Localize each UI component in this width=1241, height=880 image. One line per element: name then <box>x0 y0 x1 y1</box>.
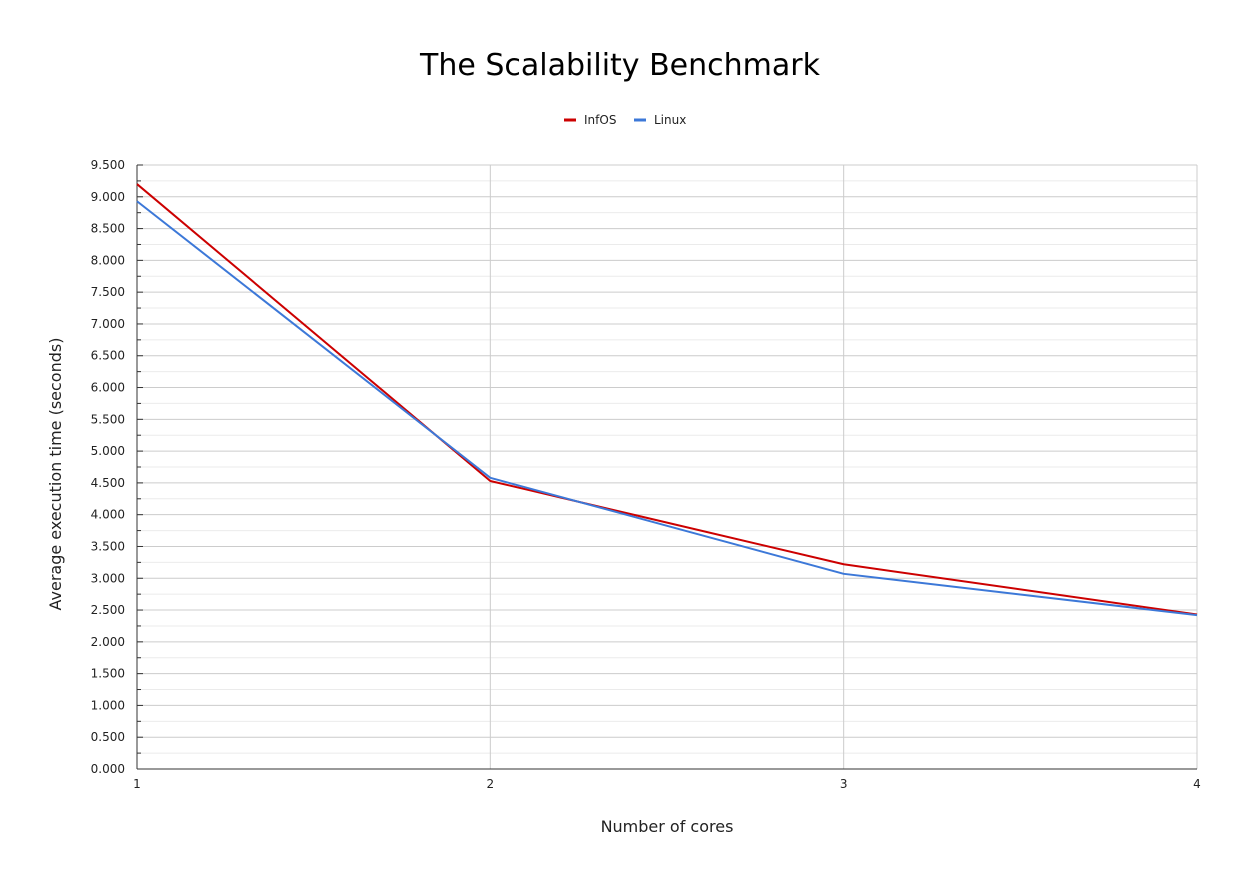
y-tick-label: 1.000 <box>91 698 125 712</box>
y-tick-label: 5.500 <box>91 412 125 426</box>
y-tick-label: 8.000 <box>91 253 125 267</box>
x-tick-label: 1 <box>133 777 141 791</box>
legend: InfOS Linux <box>564 113 686 127</box>
y-tick-label: 3.000 <box>91 571 125 585</box>
x-tick-label: 2 <box>487 777 495 791</box>
legend-label-linux: Linux <box>654 113 686 127</box>
y-tick-label: 2.000 <box>91 635 125 649</box>
y-tick-label: 8.500 <box>91 222 125 236</box>
chart-title: The Scalability Benchmark <box>419 48 821 83</box>
x-tick-label: 4 <box>1193 777 1201 791</box>
y-tick-label: 9.500 <box>91 158 125 172</box>
x-tick-label: 3 <box>840 777 848 791</box>
y-tick-label: 6.500 <box>91 349 125 363</box>
y-tick-label: 7.000 <box>91 317 125 331</box>
y-tick-label: 3.500 <box>91 539 125 553</box>
y-tick-label: 0.000 <box>91 762 125 776</box>
grid <box>136 164 1198 770</box>
y-tick-label: 5.000 <box>91 444 125 458</box>
y-tick-label: 4.500 <box>91 476 125 490</box>
axes <box>136 164 1197 770</box>
legend-label-infos: InfOS <box>584 113 616 127</box>
y-tick-label: 7.500 <box>91 285 125 299</box>
x-tick-labels: 1 2 3 4 <box>133 777 1201 791</box>
y-tick-label: 1.500 <box>91 667 125 681</box>
series-line-infos <box>136 183 1198 616</box>
series-line-linux <box>136 200 1198 617</box>
y-tick-label: 0.500 <box>91 730 125 744</box>
y-tick-labels: 0.000 0.500 1.000 1.500 2.000 2.500 3.000 3.500… <box>91 158 125 776</box>
x-axis-label: Number of cores <box>601 817 734 836</box>
y-tick-label: 9.000 <box>91 190 125 204</box>
y-tick-label: 6.000 <box>91 381 125 395</box>
y-axis-label: Average execution time (seconds) <box>46 338 65 611</box>
y-tick-label: 4.000 <box>91 508 125 522</box>
y-tick-label: 2.500 <box>91 603 125 617</box>
series-lines <box>136 183 1198 617</box>
